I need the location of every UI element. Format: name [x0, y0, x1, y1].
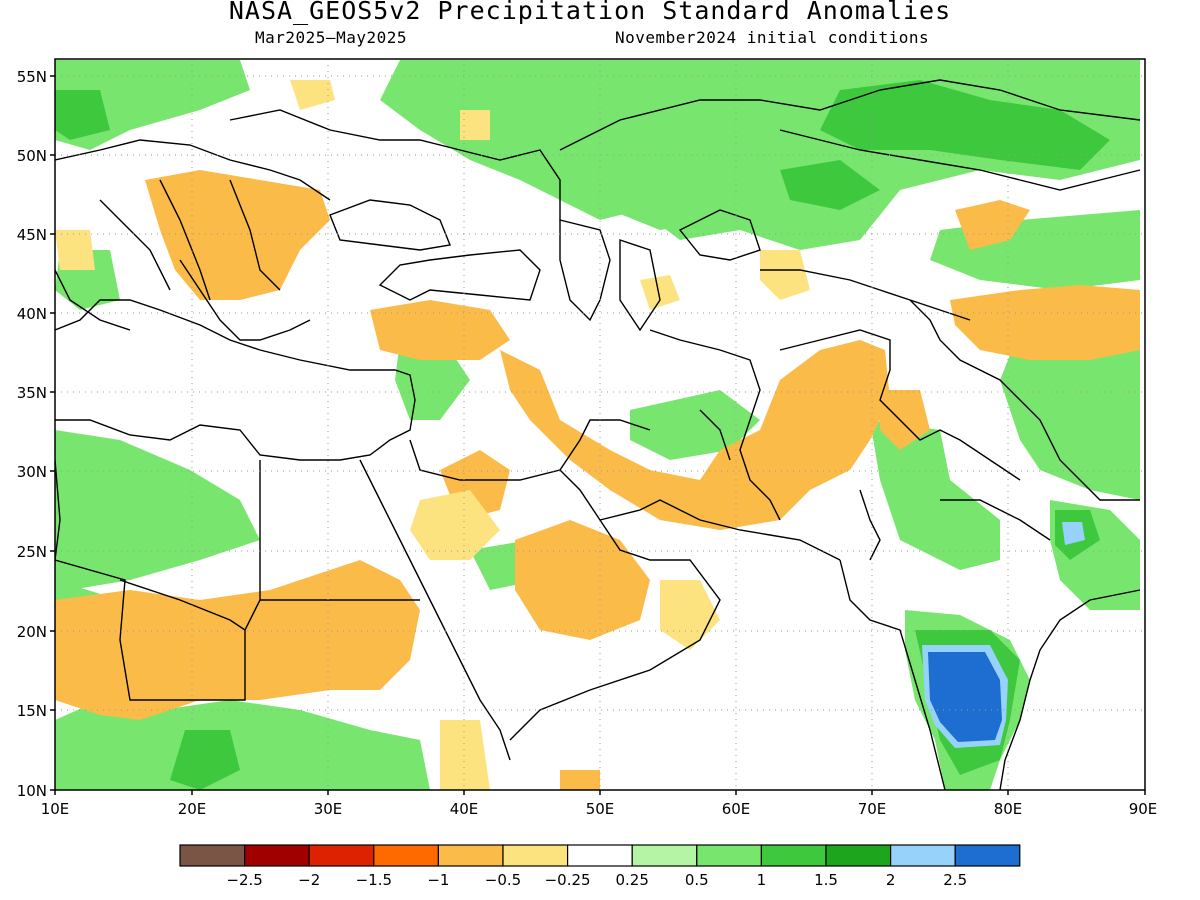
latitude-labels: 55N 50N 45N 40N 35N 30N 25N 20N 15N 10N	[17, 68, 47, 800]
lat-label: 30N	[17, 463, 47, 481]
weak-dry-anomaly-regions	[55, 80, 810, 790]
colorbar-label: −1	[427, 871, 449, 889]
colorbar-label: 0.25	[615, 871, 648, 889]
lon-label: 50E	[586, 800, 615, 818]
colorbar-swatch	[696, 844, 762, 867]
colorbar-swatch	[954, 844, 1021, 867]
lat-label: 40N	[17, 305, 47, 323]
lat-label: 55N	[17, 68, 47, 86]
colorbar-swatch	[437, 844, 504, 867]
lat-label: 50N	[17, 147, 47, 165]
coastlines-and-borders	[55, 79, 1141, 790]
map-title: NASA_GEOS5v2 Precipitation Standard Anom…	[228, 0, 952, 25]
colorbar-label: −2	[298, 871, 320, 889]
colorbar-label: −2.5	[226, 871, 262, 889]
extreme-wet-anomaly-region	[928, 652, 1002, 742]
lon-label: 60E	[722, 800, 751, 818]
lon-label: 70E	[858, 800, 887, 818]
lon-label: 30E	[314, 800, 343, 818]
anomaly-field	[55, 60, 1140, 790]
initial-conditions: November2024 initial conditions	[615, 28, 930, 47]
colorbar-label: −1.5	[356, 871, 392, 889]
longitude-labels: 10E 20E 30E 40E 50E 60E 70E 80E 90E	[41, 800, 1158, 818]
colorbar-label: 0.5	[685, 871, 709, 889]
colorbar-swatch	[179, 844, 246, 867]
lat-label: 10N	[17, 782, 47, 800]
lat-label: 20N	[17, 623, 47, 641]
lat-label: 35N	[17, 384, 47, 402]
lat-label: 25N	[17, 543, 47, 561]
colorbar-label: 1.5	[814, 871, 838, 889]
lon-label: 90E	[1129, 800, 1158, 818]
colorbar-swatch	[373, 844, 439, 867]
lat-label: 15N	[17, 702, 47, 720]
colorbar-label: 2	[886, 871, 896, 889]
lon-label: 10E	[41, 800, 70, 818]
colorbar-swatch	[566, 844, 633, 867]
forecast-period: Mar2025–May2025	[255, 28, 407, 47]
colorbar-swatch	[502, 844, 569, 867]
colorbar-swatch	[760, 844, 827, 867]
colorbar-swatch	[631, 844, 698, 867]
colorbar-label: −0.25	[545, 871, 591, 889]
lat-label: 45N	[17, 226, 47, 244]
lon-label: 80E	[994, 800, 1023, 818]
colorbar-swatch	[308, 844, 375, 867]
colorbar-label: 2.5	[943, 871, 967, 889]
colorbar: −2.5 −2 −1.5 −1 −0.5 −0.25 0.25 0.5 1 1.5 2 2.5	[179, 844, 1021, 889]
colorbar-swatch	[825, 844, 892, 867]
axis-ticks	[50, 75, 1146, 795]
colorbar-swatch	[889, 844, 956, 867]
colorbar-label: −0.5	[485, 871, 521, 889]
colorbar-label: 1	[757, 871, 767, 889]
lon-label: 40E	[450, 800, 479, 818]
colorbar-swatch	[244, 844, 310, 867]
lon-label: 20E	[178, 800, 207, 818]
